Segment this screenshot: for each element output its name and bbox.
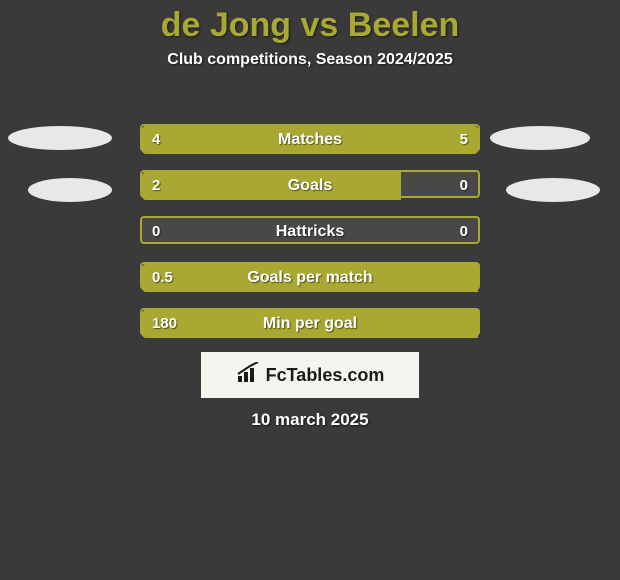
logo-box: FcTables.com [201, 352, 419, 398]
decor-ellipse [506, 178, 600, 202]
stat-label: Hattricks [142, 218, 478, 246]
decor-ellipse [8, 126, 112, 150]
logo-text: FcTables.com [266, 365, 385, 386]
stat-label: Goals [142, 172, 478, 200]
comparison-card: de Jong vs Beelen Club competitions, Sea… [0, 0, 620, 580]
decor-ellipse [28, 178, 112, 202]
stat-row: 45Matches [140, 124, 480, 152]
page-title: de Jong vs Beelen [0, 0, 620, 45]
page-subtitle: Club competitions, Season 2024/2025 [0, 51, 620, 69]
stat-row: 0.5Goals per match [140, 262, 480, 290]
stat-label: Min per goal [142, 310, 478, 338]
stats-area: 45Matches 20Goals 00Hattricks 0.5Goals per … [140, 124, 480, 354]
chart-icon [236, 362, 262, 389]
date-text: 10 march 2025 [0, 410, 620, 430]
stat-label: Goals per match [142, 264, 478, 292]
stat-row: 180Min per goal [140, 308, 480, 336]
stat-row: 00Hattricks [140, 216, 480, 244]
stat-row: 20Goals [140, 170, 480, 198]
stat-label: Matches [142, 126, 478, 154]
decor-ellipse [490, 126, 590, 150]
